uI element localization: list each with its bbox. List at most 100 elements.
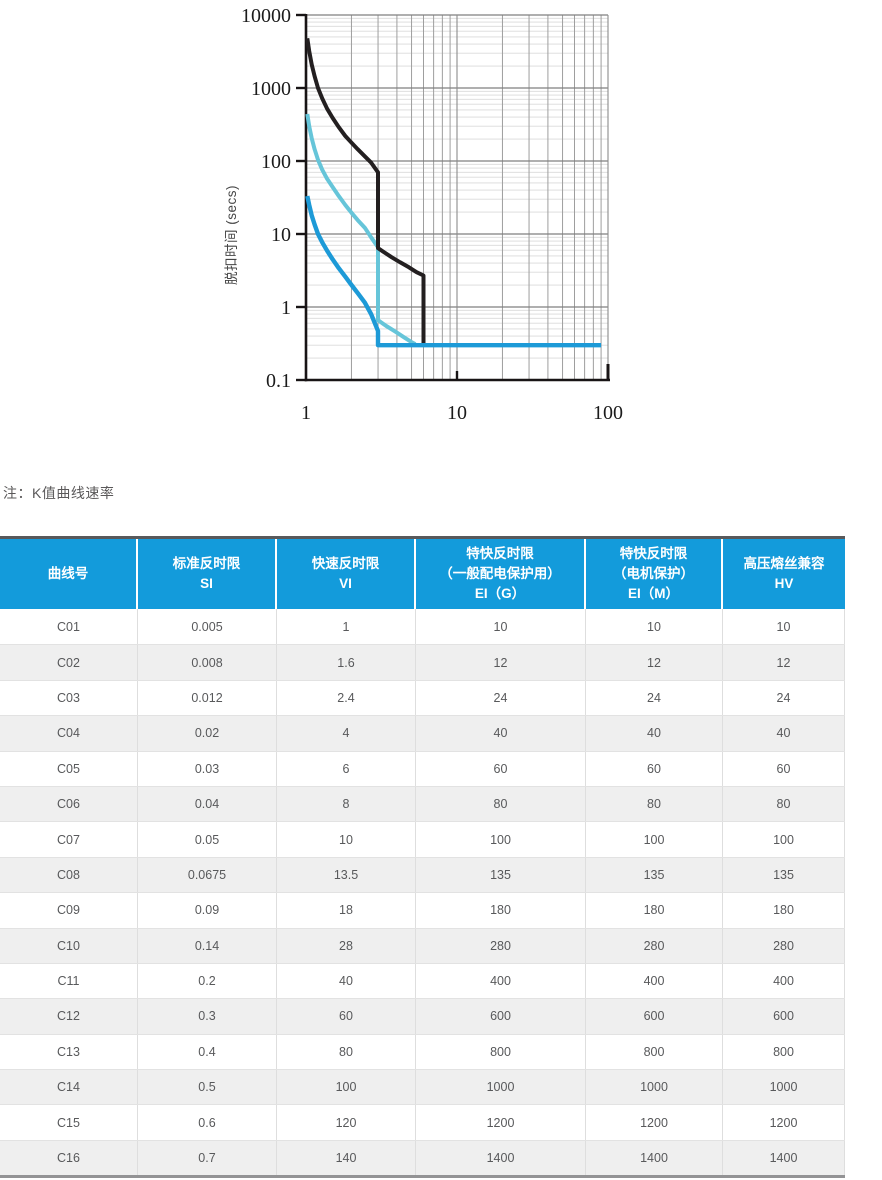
table-cell: 12 [586,645,723,680]
table-cell: 100 [277,1070,416,1105]
table-cell: 80 [586,786,723,822]
y-tick-label: 1 [281,297,291,319]
table-cell: 60 [277,999,416,1034]
table-cell: 1000 [586,1070,723,1105]
table-cell: C04 [0,716,138,751]
table-row: C06 0.04 8 80 80 80 [0,785,845,822]
table-cell: C02 [0,645,138,680]
table-cell: 0.005 [138,609,277,645]
table-cell: 1400 [586,1140,723,1176]
header-cell-2: 快速反时限 VI [277,539,416,609]
table-cell: 180 [586,893,723,928]
table-cell: C10 [0,928,138,963]
table-cell: 13.5 [277,857,416,893]
table-cell: C07 [0,822,138,857]
x-tick-label: 1 [301,402,311,424]
table-cell: 1400 [723,1140,845,1176]
table-cell: 800 [723,1034,845,1070]
trip-time-chart: 10000 1000 100 10 1 0.1 1 10 100 脱扣时间 (secs) [224,5,623,424]
table-cell: C06 [0,786,138,822]
table-cell: 1.6 [277,645,416,680]
table-row: C11 0.2 40 400 400 400 [0,962,845,999]
table-cell: 1200 [586,1105,723,1140]
table-cell: 1400 [416,1140,586,1176]
header-cell-line: 快速反时限 [311,555,380,571]
table-cell: 0.2 [138,963,277,999]
table-cell: 280 [586,928,723,963]
table-cell: 10 [723,609,845,645]
header-cell-line: VI [339,576,352,591]
table-cell: 400 [416,963,586,999]
table-cell: 24 [723,680,845,716]
header-cell-line: 特快反时限 [619,545,688,561]
table-cell: 0.0675 [138,857,277,893]
table-cell: 28 [277,928,416,963]
table-cell: 1 [277,609,416,645]
table-cell: 60 [723,751,845,786]
table-cell: 8 [277,786,416,822]
table-row: C12 0.3 60 600 600 600 [0,998,845,1034]
table-cell: 24 [416,680,586,716]
table-cell: 40 [416,716,586,751]
table-cell: 2.4 [277,680,416,716]
table-cell: 12 [416,645,586,680]
table-cell: 60 [586,751,723,786]
table-cell: 0.5 [138,1070,277,1105]
table-cell: 600 [586,999,723,1034]
table-cell: 100 [586,822,723,857]
table-cell: 135 [586,857,723,893]
table-row: C04 0.02 4 40 40 40 [0,715,845,751]
table-cell: 400 [586,963,723,999]
table-cell: 1200 [416,1105,586,1140]
header-cell-3: 特快反时限 （一般配电保护用） EI（G） [416,539,586,609]
table-cell: 0.012 [138,680,277,716]
table-cell: 0.7 [138,1140,277,1176]
table-row: C03 0.012 2.4 24 24 24 [0,679,845,716]
chart-note: 注：K值曲线速率 [3,485,115,501]
table-row: C02 0.008 1.6 12 12 12 [0,644,845,680]
table-cell: 0.04 [138,786,277,822]
table-cell: C09 [0,893,138,928]
table-row: C01 0.005 1 10 10 10 [0,609,845,645]
table-row: C10 0.14 28 280 280 280 [0,927,845,963]
table-cell: 100 [416,822,586,857]
table-cell: 280 [416,928,586,963]
header-cell-line: 高压熔丝兼容 [743,555,825,571]
table-cell: 18 [277,893,416,928]
header-cell-line: （电机保护） [613,565,694,581]
table-cell: 1000 [723,1070,845,1105]
table-row: C05 0.03 6 60 60 60 [0,750,845,786]
table-cell: 135 [416,857,586,893]
table-row: C15 0.6 120 1200 1200 1200 [0,1104,845,1140]
y-tick-label: 0.1 [266,370,291,392]
table-cell: C03 [0,680,138,716]
table-cell: 24 [586,680,723,716]
table-cell: 40 [723,716,845,751]
black-curve [305,38,426,345]
table-cell: C15 [0,1105,138,1140]
table-cell: 135 [723,857,845,893]
table-cell: 0.4 [138,1034,277,1070]
table-cell: 10 [277,822,416,857]
table-row: C09 0.09 18 180 180 180 [0,892,845,928]
y-tick-label: 10 [271,224,291,246]
table-cell: C13 [0,1034,138,1070]
table-row: C08 0.0675 13.5 135 135 135 [0,856,845,893]
table-cell: 80 [277,1034,416,1070]
table-cell: 0.6 [138,1105,277,1140]
header-cell-line: SI [200,576,213,591]
header-cell-line: （一般配电保护用） [439,565,561,581]
table-cell: 6 [277,751,416,786]
x-tick-label: 100 [593,402,623,424]
table-cell: 4 [277,716,416,751]
table-cell: 80 [416,786,586,822]
table-cell: 0.3 [138,999,277,1034]
table-cell: 10 [586,609,723,645]
table-cell: 60 [416,751,586,786]
y-axis-title: 脱扣时间 (secs) [224,185,239,285]
table-cell: 0.05 [138,822,277,857]
table-cell: 280 [723,928,845,963]
table-cell: 180 [416,893,586,928]
table-cell: 800 [586,1034,723,1070]
